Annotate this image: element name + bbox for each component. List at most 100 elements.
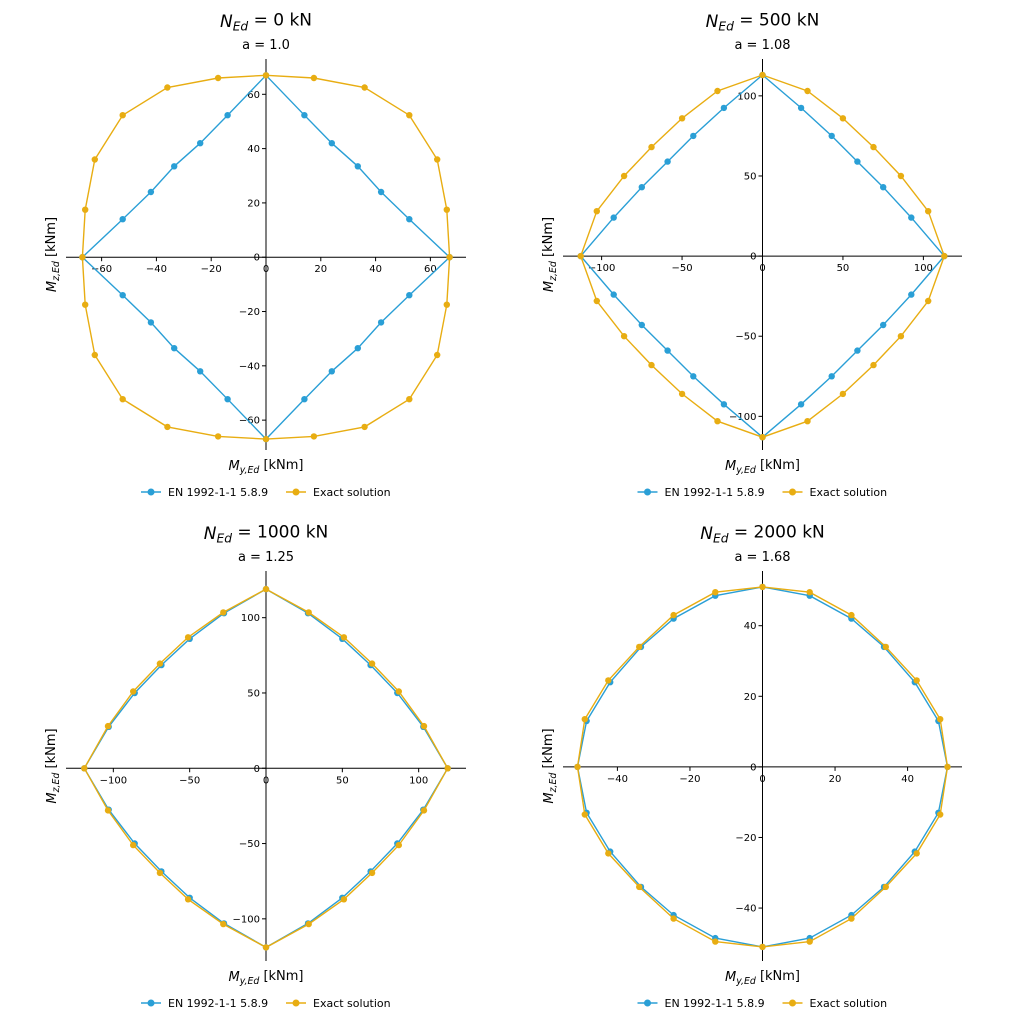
legend-label: EN 1992-1-1 5.8.9 (665, 997, 765, 1010)
x-tick-label: 100 (914, 263, 933, 274)
data-point-exact (870, 361, 877, 369)
x-tick-label: 40 (369, 264, 382, 275)
data-point-exact (839, 115, 847, 122)
data-point-exact (941, 252, 948, 260)
data-point-exact (678, 115, 686, 122)
y-tick-label: 0 (254, 253, 260, 264)
data-point-en (638, 321, 645, 329)
data-point-exact (214, 433, 222, 440)
data-point-exact (620, 172, 628, 180)
data-point-exact (839, 390, 847, 398)
x-axis-label: My,Ed [kNm] (228, 458, 303, 476)
data-point-exact (759, 71, 766, 79)
legend-label: Exact solution (313, 486, 391, 499)
y-tick-label: −100 (729, 412, 756, 423)
data-point-exact (156, 660, 164, 667)
data-point-exact (620, 333, 628, 340)
data-point-exact (434, 156, 441, 163)
data-point-en (197, 368, 204, 375)
data-point-exact (214, 74, 222, 82)
data-point-exact (714, 87, 721, 95)
y-tick-label: −50 (735, 332, 756, 343)
data-point-exact (759, 583, 766, 591)
data-point-exact (164, 84, 171, 91)
legend: EN 1992-1-1 5.8.9 Exact solution (637, 997, 888, 1010)
data-point-exact (759, 943, 766, 951)
y-tick-label: 50 (744, 171, 757, 182)
data-point-en (664, 347, 671, 354)
y-tick-label: 50 (247, 688, 260, 699)
data-point-en (377, 188, 385, 196)
y-tick-label: 40 (744, 621, 757, 632)
y-tick-label: 0 (750, 762, 756, 773)
x-tick-label: 50 (837, 263, 850, 274)
data-point-exact (897, 333, 905, 340)
x-tick-label: −100 (588, 263, 615, 274)
x-axis-label: My,Ed [kNm] (725, 458, 800, 476)
data-point-exact (81, 765, 88, 772)
data-point-exact (806, 589, 813, 596)
data-point-exact (714, 418, 721, 425)
chart-subtitle: a = 1.68 (734, 550, 790, 565)
data-point-en (301, 112, 308, 119)
legend-marker-exact (292, 999, 300, 1007)
data-point-exact (119, 112, 126, 119)
data-point-en (638, 184, 645, 191)
legend-label: Exact solution (810, 486, 888, 499)
data-point-exact (446, 254, 453, 261)
data-point-exact (310, 74, 318, 82)
data-point-en (797, 401, 805, 408)
data-point-exact (443, 301, 450, 308)
x-tick-label: 20 (829, 774, 842, 785)
data-point-exact (310, 433, 318, 440)
x-tick-label: 60 (424, 264, 437, 275)
data-point-exact (937, 811, 944, 818)
x-tick-label: −60 (91, 264, 112, 275)
data-point-en (610, 291, 617, 298)
data-point-exact (636, 883, 643, 891)
data-point-exact (605, 850, 612, 857)
chart-subtitle: a = 1.25 (238, 550, 294, 565)
data-point-exact (443, 206, 450, 213)
data-point-exact (648, 143, 655, 151)
x-tick-label: −50 (179, 775, 200, 786)
y-axis-label: Mz,Ed [kNm] (541, 217, 559, 292)
y-tick-label: 20 (247, 198, 260, 209)
data-point-en (354, 163, 361, 170)
data-point-exact (340, 634, 348, 641)
data-point-en (720, 401, 728, 408)
chart-subtitle: a = 1.0 (242, 38, 290, 53)
chart-subtitle: a = 1.08 (734, 38, 790, 53)
chart-title: NEd = 0 kN (220, 11, 312, 34)
data-point-exact (184, 634, 192, 641)
x-axis-label: My,Ed [kNm] (228, 969, 303, 987)
chart-panel-2: NEd = 500 kN a = 1.08 −100 −50 0 50 100 −100 −50… (541, 11, 962, 499)
data-point-exact (882, 883, 889, 891)
y-tick-label: 0 (254, 764, 260, 775)
chart-panel-1: NEd = 0 kNa = 1.0−60 −40 −20 0 20 40 60−60−40−… (44, 11, 466, 499)
data-point-en (224, 396, 231, 403)
data-point-exact (581, 811, 588, 818)
y-axis-label: Mz,Ed [kNm] (44, 728, 62, 803)
x-tick-label: 0 (263, 775, 269, 786)
legend: EN 1992-1-1 5.8.9 Exact solution (637, 486, 888, 499)
data-point-exact (913, 850, 920, 857)
data-point-exact (156, 869, 164, 877)
data-point-exact (119, 396, 126, 403)
data-point-exact (581, 716, 588, 723)
legend: EN 1992-1-1 5.8.9 Exact solution (141, 997, 391, 1010)
data-point-exact (848, 915, 855, 922)
data-point-exact (82, 301, 89, 308)
data-point-en (301, 396, 308, 403)
data-point-exact (262, 585, 270, 593)
data-point-exact (368, 869, 376, 877)
data-point-exact (82, 206, 89, 213)
data-point-exact (670, 915, 677, 922)
data-point-en (406, 292, 413, 299)
data-point-exact (937, 716, 944, 723)
chart-title: NEd = 2000 kN (700, 523, 825, 546)
data-point-exact (184, 896, 192, 903)
data-point-exact (678, 390, 686, 398)
legend-label: Exact solution (810, 997, 888, 1010)
x-tick-label: −100 (100, 775, 127, 786)
